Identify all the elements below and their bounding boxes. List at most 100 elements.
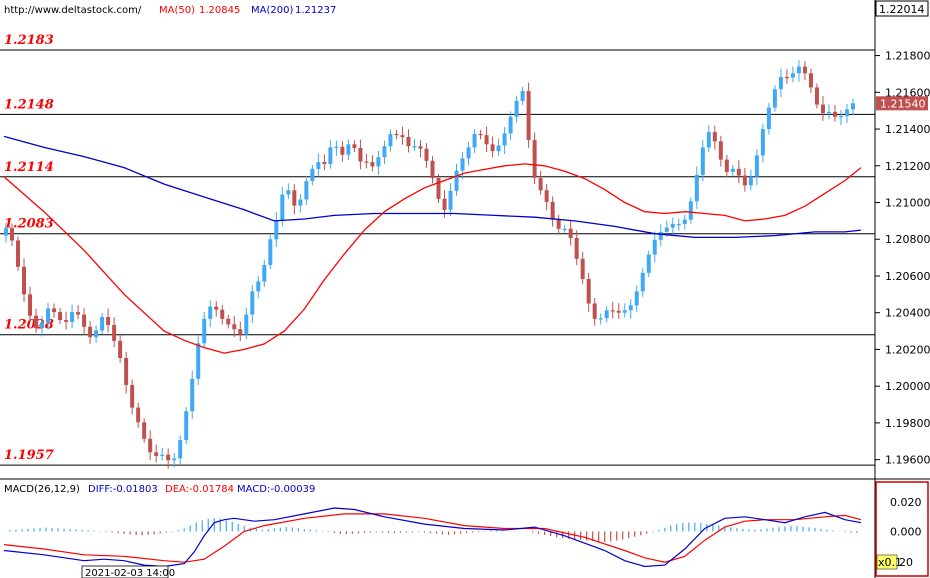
candle-up <box>826 111 831 114</box>
candle-up <box>70 312 75 322</box>
candle-up <box>268 239 273 265</box>
site-label: http://www.deltastock.com/ <box>4 5 142 16</box>
candle-down <box>742 175 747 186</box>
candle-up <box>508 116 513 134</box>
candle-down <box>592 303 597 319</box>
candle-down <box>322 162 327 164</box>
candle-up <box>328 147 333 164</box>
ma50-value: 1.20845 <box>199 5 240 16</box>
candle-up <box>100 316 105 331</box>
candle-up <box>466 147 471 159</box>
candle-up <box>94 330 99 338</box>
candle-up <box>472 133 477 148</box>
candle-down <box>394 133 399 136</box>
candle-up <box>622 310 627 313</box>
candle-up <box>4 228 9 236</box>
macd-title: MACD(26,12,9) <box>4 484 80 495</box>
candle-down <box>550 201 555 220</box>
candle-up <box>40 322 45 329</box>
macd-tick-label: 0.020 <box>890 496 922 509</box>
candle-up <box>706 132 711 148</box>
candle-up <box>496 145 501 152</box>
candle-up <box>514 100 519 117</box>
dea-line <box>3 513 862 563</box>
candle-up <box>244 314 249 335</box>
candle-up <box>850 103 855 110</box>
candle-down <box>112 324 117 341</box>
ma50-line <box>3 163 862 354</box>
candle-up <box>346 144 351 155</box>
candle-up <box>598 318 603 320</box>
candle-down <box>538 178 543 191</box>
candle-down <box>586 279 591 304</box>
candle-up <box>694 174 699 202</box>
price-tick-label: 1.19600 <box>885 454 930 467</box>
ma200-label: MA(200) <box>251 5 293 16</box>
candle-up <box>388 133 393 147</box>
candle-up <box>316 162 321 169</box>
macd-histogram <box>9 517 858 542</box>
candle-up <box>730 168 735 172</box>
candle-up <box>640 272 645 292</box>
candle-down <box>352 144 357 149</box>
candle-down <box>406 136 411 147</box>
candle-down <box>130 384 135 408</box>
macd-value: MACD:-0.00039 <box>237 484 315 495</box>
level-label: 1.2028 <box>4 318 54 333</box>
price-tick-label: 1.21600 <box>885 86 930 99</box>
level-label: 1.2148 <box>4 97 54 112</box>
candle-up <box>190 378 195 412</box>
candle-down <box>724 159 729 172</box>
price-tick-label: 1.21800 <box>885 50 930 63</box>
candle-up <box>634 291 639 306</box>
candle-up <box>772 89 777 108</box>
level-label: 1.2114 <box>4 160 54 175</box>
cursor-date: 2021-02-03 14:00 <box>85 568 175 578</box>
candle-down <box>136 407 141 423</box>
macd-axis-ticks: 0.020 0.000 <box>890 496 922 538</box>
candle-down <box>442 198 447 210</box>
candle-down <box>568 228 573 239</box>
candles <box>4 60 855 469</box>
level-label: 1.2183 <box>4 33 54 48</box>
candle-up <box>520 91 525 101</box>
candle-up <box>412 146 417 148</box>
price-tick-label: 1.19800 <box>885 417 930 430</box>
candle-down <box>400 135 405 137</box>
candle-down <box>148 438 153 453</box>
date-box <box>81 565 169 578</box>
candle-down <box>430 160 435 179</box>
candle-up <box>286 190 291 195</box>
candle-up <box>208 306 213 319</box>
candle-up <box>250 291 255 315</box>
candle-down <box>736 168 741 176</box>
candle-up <box>682 219 687 224</box>
level-label: 1.2083 <box>4 217 54 232</box>
candle-up <box>46 308 51 323</box>
candle-up <box>202 318 207 344</box>
candle-up <box>172 458 177 461</box>
candle-down <box>220 309 225 319</box>
candle-up <box>256 281 261 292</box>
candle-up <box>334 146 339 148</box>
candle-down <box>484 135 489 145</box>
top-value-box <box>875 0 929 17</box>
price-tick-label: 1.20600 <box>885 270 930 283</box>
candle-up <box>382 146 387 158</box>
candle-up <box>844 109 849 117</box>
candle-down <box>10 228 15 241</box>
candle-up <box>748 176 753 186</box>
candle-up <box>670 223 675 228</box>
candle-down <box>358 148 363 162</box>
candle-down <box>82 314 87 327</box>
candle-down <box>118 340 123 359</box>
candle-down <box>712 132 717 142</box>
price-tick-label: 1.20800 <box>885 233 930 246</box>
candle-down <box>580 258 585 280</box>
candle-down <box>832 111 837 117</box>
support-resistance-levels: 1.2183 1.2148 1.2114 1.2083 1.2028 1.1957 <box>0 33 875 466</box>
candle-up <box>274 220 279 240</box>
candle-down <box>820 104 825 114</box>
candle-down <box>214 306 219 310</box>
candle-up <box>448 190 453 210</box>
